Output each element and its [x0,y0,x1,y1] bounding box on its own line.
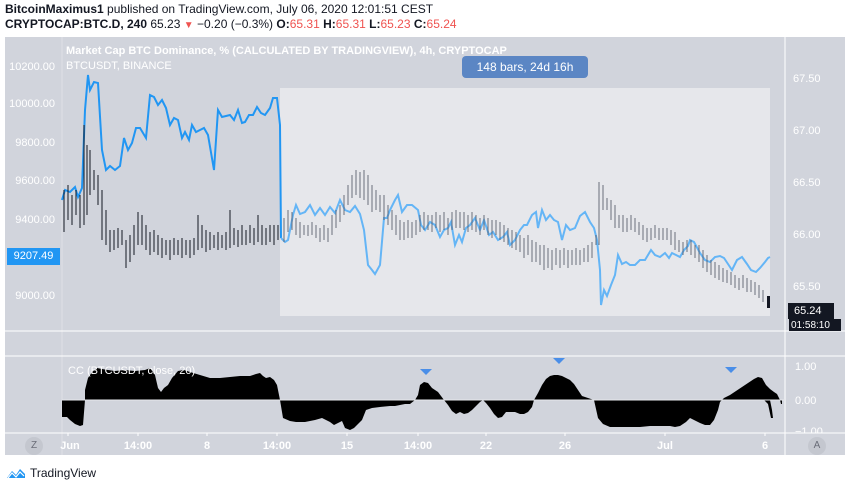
close-value: 65.24 [426,17,457,31]
right-axis-label: 66.50 [793,177,821,189]
time-axis-label: 14:00 [262,440,292,452]
indicator-axis-label: −1.00 [795,426,823,433]
high-label: H: [323,17,336,31]
btcd-current-price: 65.24 [788,303,834,319]
time-axis-label: 14:00 [123,440,153,452]
left-axis-label: 10200.00 [9,61,55,73]
btc-dominance-candles [63,125,279,268]
indicator-axis-label: 0.00 [795,395,817,407]
tradingview-cloud-icon [7,469,25,479]
bar-countdown: 01:58:10 [789,319,841,331]
left-axis-label: 9400.00 [15,214,55,226]
zoom-reset-button[interactable]: Z [25,437,43,455]
publish-info: BitcoinMaximus1 published on TradingView… [5,2,433,16]
author-name[interactable]: BitcoinMaximus1 [5,2,104,16]
close-label: C: [413,17,427,31]
tradingview-logo[interactable]: TradingView [6,466,96,480]
auto-scale-button[interactable]: A [808,437,826,455]
time-axis-label: 26 [558,440,572,452]
left-axis-label: 9600.00 [15,175,55,187]
right-axis-label: 66.00 [793,229,821,241]
right-axis-label: 67.50 [793,73,821,85]
low-value: 65.23 [380,17,411,31]
low-label: L: [369,17,381,31]
last-price: 65.23 [150,17,181,31]
btcusdt-current-price: 9207.49 [7,248,60,265]
time-axis-label: 14:00 [403,440,433,452]
left-axis-label: 9000.00 [15,290,55,302]
left-axis-label: 9800.00 [15,137,55,149]
published-text: published on TradingView.com, July 06, 2… [107,2,434,16]
correlation-area [62,368,782,430]
down-arrow-icon: ▼ [183,20,194,31]
chart-legend-main[interactable]: Market Cap BTC Dominance, % (CALCULATED … [66,45,507,57]
chart-legend-overlay[interactable]: BTCUSDT, BINANCE [66,60,172,72]
btcusdt-line [61,74,282,239]
time-axis-label: 22 [479,440,493,452]
right-axis-label: 67.00 [793,125,821,137]
range-measure-badge: 148 bars, 24d 16h [462,56,588,78]
time-axis-label: 15 [340,440,354,452]
high-value: 65.31 [335,17,366,31]
right-axis-label: 65.50 [793,281,821,293]
time-axis-label: 8 [203,440,211,452]
time-axis-label: Jul [657,440,673,452]
open-value: 65.31 [289,17,320,31]
cc-marker-icon [725,367,737,373]
time-axis-label: 6 [761,440,769,452]
left-axis-label: 10000.00 [9,98,55,110]
indicator-legend[interactable]: CC (BTCUSDT, close, 20) [68,365,196,377]
indicator-axis-label: 1.00 [795,361,817,373]
tradingview-brand: TradingView [30,466,97,480]
price-change: −0.20 (−0.3%) [197,17,274,31]
symbol: CRYPTOCAP:BTC.D, 240 [5,17,148,31]
time-axis-label: Jun [60,440,80,452]
cc-marker-icon [420,369,432,375]
cc-marker-icon [553,358,565,364]
symbol-info: CRYPTOCAP:BTC.D, 240 65.23 ▼ −0.20 (−0.3… [5,17,457,31]
selection-range [280,88,770,316]
open-label: O: [276,17,290,31]
